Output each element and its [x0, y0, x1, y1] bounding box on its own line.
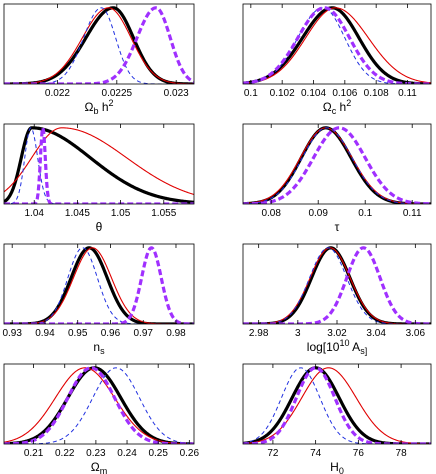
curve-magenta-dashed-thick [4, 366, 194, 444]
x-tick-label: 0.94 [35, 328, 55, 339]
x-axis-label: H0 [330, 460, 344, 474]
axes-frame [3, 123, 195, 205]
x-tick-label: 1.045 [65, 208, 90, 219]
curve-red-thin [243, 247, 431, 324]
curve-magenta-dashed-thick [4, 6, 194, 84]
curves-omega_m [4, 366, 194, 444]
curve-blue-dashed [4, 127, 194, 204]
x-tick-label: 0.0225 [102, 88, 133, 99]
x-tick-label: 1.055 [151, 208, 176, 219]
panel-H_0: 72 74 76 78 H0 [242, 363, 432, 474]
x-tick-label: 0.97 [133, 328, 153, 339]
curve-blue-dashed [243, 247, 431, 324]
curve-blue-dashed [4, 367, 194, 444]
axes-frame [3, 363, 195, 445]
x-tick-label: 2.98 [249, 328, 269, 339]
x-tick-label: 0.08 [261, 208, 281, 219]
panel-theta: 1.04 1.045 1.05 1.055 θ [3, 123, 195, 234]
x-tick-label: 0.106 [332, 88, 357, 99]
curve-red-thin [4, 367, 194, 444]
panel-omega_c: 0.1 0.102 0.104 0.106 0.108 0.11 Ωc h2 [242, 3, 432, 116]
x-tick-label: 0.26 [180, 448, 200, 459]
x-axis-label: θ [96, 220, 103, 234]
curve-blue-dashed [243, 367, 431, 444]
x-tick-label: 0.95 [68, 328, 88, 339]
curves-H_0 [243, 366, 431, 444]
curve-black-thick [4, 366, 194, 444]
axes-frame [242, 363, 432, 445]
x-tick-label: 0.104 [301, 88, 326, 99]
curve-red-thin [243, 7, 431, 84]
x-tick-label: 72 [267, 448, 279, 459]
curve-blue-dashed [243, 127, 431, 204]
x-axis-label: ns [93, 340, 105, 356]
x-tick-label: 0.98 [166, 328, 186, 339]
x-tick-label: 0.24 [117, 448, 137, 459]
x-tick-label: 0.11 [398, 88, 417, 99]
curve-magenta-dashed-thick [243, 366, 431, 444]
panel-tau: 0.08 0.09 0.1 0.11 τ [242, 123, 432, 234]
panel-log_A_s: 2.98 3 3.02 3.04 3.06 log[1010 As] [242, 243, 432, 356]
x-tick-label: 0.023 [164, 88, 189, 99]
curve-black-thick [4, 126, 194, 204]
panel-n_s: 0.93 0.94 0.95 0.96 0.97 0.98 ns [2, 243, 195, 356]
axes-frame [3, 3, 195, 85]
x-tick-label: 0.21 [24, 448, 44, 459]
curve-black-thick [243, 6, 431, 84]
curves-theta [4, 126, 194, 204]
x-tick-label: 0.96 [101, 328, 121, 339]
x-tick-label: 1.05 [111, 208, 131, 219]
curves-omega_c [243, 6, 431, 84]
panel-omega_m: 0.21 0.22 0.23 0.24 0.25 0.26 Ωm [3, 363, 200, 474]
axes-frame [3, 243, 195, 325]
x-tick-label: 3 [295, 328, 301, 339]
x-tick-label: 0.11 [403, 208, 422, 219]
x-tick-label: 0.1 [244, 88, 258, 99]
curve-red-thin [4, 127, 194, 196]
curves-omega_b [4, 6, 194, 84]
curve-magenta-dashed-thick [4, 126, 194, 204]
panel-omega_b: 0.022 0.0225 0.023 Ωb h2 [3, 3, 195, 116]
curve-black-thick [243, 246, 431, 324]
curve-magenta-dashed-thick [243, 126, 431, 204]
curve-magenta-dashed-thick [243, 6, 431, 84]
x-tick-label: 0.022 [45, 88, 70, 99]
x-tick-label: 0.22 [55, 448, 75, 459]
x-tick-label: 78 [396, 448, 408, 459]
curve-magenta-dashed-thick [243, 246, 431, 324]
x-axis-label: log[1010 As] [307, 338, 367, 356]
curves-n_s [4, 246, 194, 324]
x-axis-label: Ωb h2 [84, 98, 113, 116]
x-tick-label: 1.04 [24, 208, 44, 219]
x-tick-label: 3.06 [406, 328, 426, 339]
axes-frame [242, 123, 432, 205]
x-axis-label: Ωm [91, 460, 107, 474]
x-tick-label: 0.23 [86, 448, 106, 459]
curve-red-thin [243, 367, 431, 444]
curve-black-thick [243, 366, 431, 444]
x-tick-label: 74 [310, 448, 322, 459]
x-axis-label: Ωc h2 [323, 98, 352, 116]
x-tick-label: 0.09 [308, 208, 328, 219]
x-tick-label: 0.25 [148, 448, 168, 459]
x-tick-label: 3.02 [327, 328, 347, 339]
x-tick-label: 3.04 [366, 328, 386, 339]
curve-magenta-dashed-thick [4, 246, 194, 324]
x-axis-label: τ [335, 220, 340, 234]
curve-black-thick [4, 246, 194, 324]
x-tick-label: 76 [353, 448, 365, 459]
x-tick-label: 0.108 [364, 88, 389, 99]
curve-black-thick [243, 126, 431, 204]
curves-log_A_s [243, 246, 431, 324]
curve-red-thin [243, 127, 431, 204]
x-tick-label: 0.1 [358, 208, 372, 219]
x-tick-label: 0.102 [270, 88, 295, 99]
x-tick-label: 0.93 [2, 328, 22, 339]
curves-tau [243, 126, 431, 204]
axes-frame [242, 3, 432, 85]
